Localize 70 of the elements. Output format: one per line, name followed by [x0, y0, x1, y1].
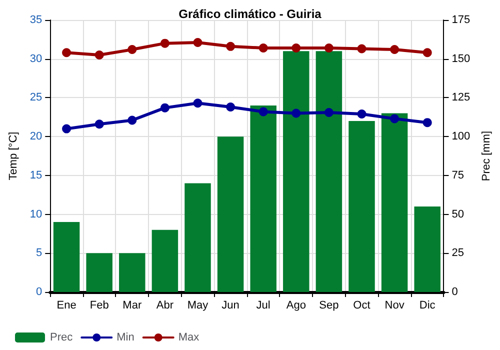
point [390, 114, 400, 124]
y-tick-label: 30 [30, 52, 42, 65]
point [193, 98, 202, 108]
x-tick-label: Oct [353, 300, 370, 312]
point [292, 108, 301, 118]
bar [53, 222, 80, 292]
point [422, 118, 432, 128]
point [160, 38, 170, 48]
bar [381, 113, 408, 292]
point [62, 48, 72, 58]
y2-tick-label: 150 [452, 52, 470, 65]
point [292, 43, 301, 52]
x-tick-label: Jun [222, 300, 240, 312]
chart-title: Gráfico climático - Guiria [178, 7, 322, 21]
bar [414, 206, 440, 292]
bar [184, 183, 211, 292]
bar [86, 253, 112, 292]
x-tick-label: May [187, 300, 209, 312]
point [226, 42, 236, 51]
x-tick-label: Abr [156, 300, 174, 312]
x-tick-label: Sep [319, 300, 339, 312]
x-tick-label: Nov [384, 300, 405, 312]
point [258, 107, 268, 116]
point [324, 43, 334, 52]
bar [283, 51, 310, 292]
y-tick-label: 5 [36, 247, 42, 260]
point [160, 103, 170, 112]
y-tick-label: 0 [36, 286, 42, 298]
bar [217, 136, 244, 292]
bar [119, 253, 146, 292]
bar [348, 121, 375, 292]
x-tick-label: Mar [122, 300, 142, 312]
point [128, 45, 137, 54]
point [324, 108, 334, 117]
y2-tick-label: 175 [452, 14, 470, 26]
x-tick-label: Feb [90, 300, 109, 312]
y2-tick-label: 50 [452, 208, 464, 220]
y2-tick-label: 125 [452, 92, 470, 104]
bar [152, 230, 178, 292]
y-axis-title: Temp [°C] [8, 132, 20, 180]
y2-tick-label: 100 [452, 130, 470, 143]
x-tick-label: Ago [286, 300, 306, 312]
point [357, 110, 366, 119]
y2-tick-label: 25 [452, 247, 464, 260]
y2-tick-label: 0 [452, 286, 458, 298]
point [390, 45, 400, 54]
legend-label: Max [178, 332, 200, 344]
x-tick-label: Ene [56, 300, 76, 312]
y-tick-label: 20 [30, 130, 42, 143]
point [422, 48, 432, 58]
point [193, 38, 202, 48]
y-tick-label: 15 [30, 169, 42, 182]
point [128, 116, 137, 125]
bar [250, 105, 276, 292]
point [62, 124, 72, 134]
point [226, 102, 236, 112]
bar [316, 51, 342, 292]
y-tick-label: 10 [30, 208, 42, 220]
y2-tick-label: 75 [452, 169, 464, 182]
legend-label: Prec [50, 332, 74, 344]
legend-label: Min [116, 332, 134, 344]
y-tick-label: 35 [30, 14, 42, 26]
point [94, 120, 104, 129]
point [357, 44, 366, 54]
point [258, 43, 268, 52]
x-tick-label: Dic [419, 300, 436, 312]
point [94, 50, 104, 60]
x-tick-label: Jul [256, 300, 270, 312]
y2-axis-title: Prec [mm] [480, 130, 492, 182]
y-tick-label: 25 [30, 92, 42, 104]
